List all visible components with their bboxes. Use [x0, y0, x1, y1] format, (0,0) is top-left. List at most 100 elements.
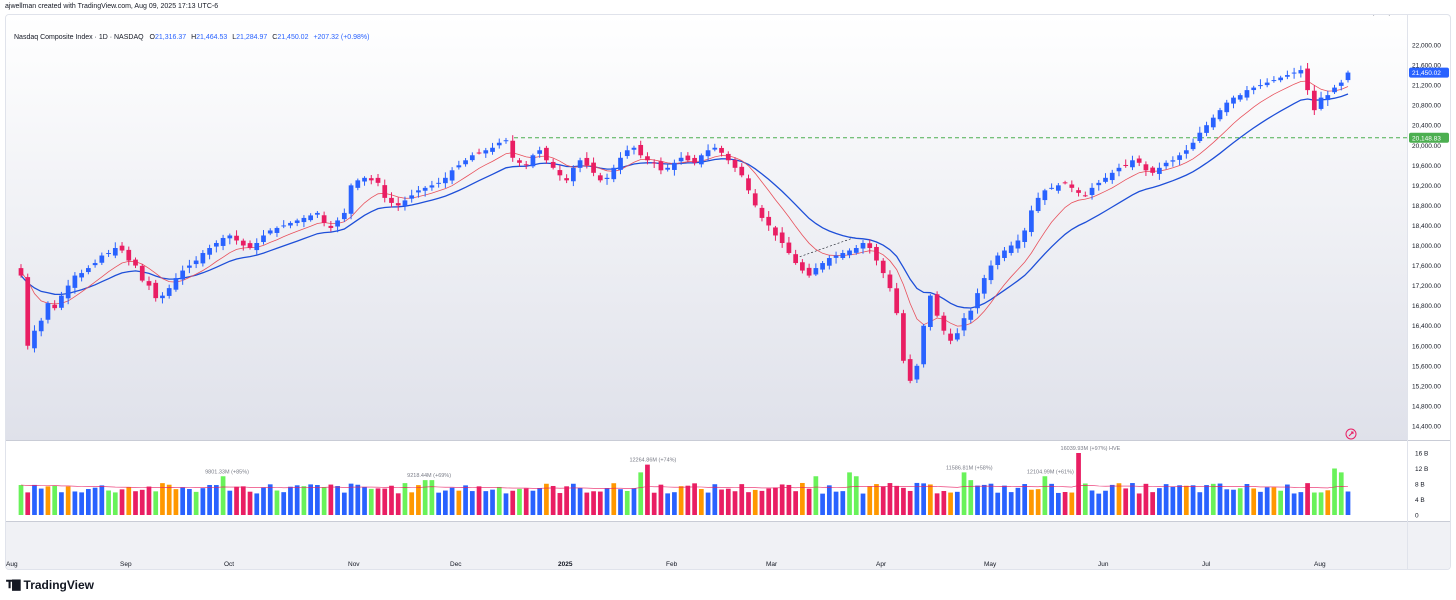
volume-bar: [1210, 483, 1216, 515]
candle-body: [38, 320, 44, 332]
volume-bar: [921, 483, 926, 515]
candle-body: [800, 262, 805, 271]
volume-bar: [651, 492, 657, 515]
candle-body: [752, 193, 758, 206]
candle-body: [341, 212, 347, 220]
volume-bar: [382, 488, 388, 515]
alert-icon[interactable]: [1345, 428, 1357, 440]
chart-frame[interactable]: 22,000.00 21,600.00 21,200.00 20,800.00 20,4…: [5, 14, 1451, 570]
candle-body: [496, 142, 502, 146]
level-price-text: 20,148.83: [1412, 135, 1441, 142]
volume-bar: [72, 491, 78, 515]
low-label: L: [232, 34, 237, 41]
candle-body: [79, 273, 84, 278]
candle-body: [321, 215, 327, 223]
candle-body: [207, 248, 212, 255]
volume-bar: [429, 480, 435, 515]
candle-body: [840, 253, 846, 258]
volume-bar: [106, 490, 111, 515]
volume-axis[interactable]: 16 B 12 B 8 B 4 B 0: [1415, 451, 1428, 520]
volume-bar: [961, 472, 967, 515]
candle-body: [948, 333, 953, 341]
volume-bar: [510, 490, 516, 515]
volume-bar: [436, 492, 441, 515]
candle-body: [72, 275, 78, 288]
candle-body: [570, 167, 576, 182]
candle-body: [456, 165, 462, 168]
candle-body: [187, 265, 192, 268]
volume-bar: [901, 487, 906, 515]
volume-bar: [1062, 492, 1068, 515]
change-value: +207.32 (+0.98%): [313, 34, 370, 41]
candle-body: [537, 150, 543, 154]
volume-bar: [941, 491, 947, 515]
volume-bar: [948, 492, 953, 515]
candle-body: [1082, 195, 1088, 197]
volume-bar: [375, 488, 381, 515]
price-tick-label: 18,800.00: [1412, 203, 1441, 210]
volume-bar: [739, 484, 745, 515]
time-tick-label: Sep: [120, 561, 132, 568]
volume-bar: [530, 490, 536, 515]
volume-bar: [227, 490, 233, 515]
candle-body: [995, 255, 1001, 266]
candle-body: [261, 235, 266, 243]
volume-bar: [254, 493, 260, 515]
candle-body: [1305, 68, 1310, 91]
price-chart[interactable]: 22,000.00 21,600.00 21,200.00 20,800.00 20,4…: [6, 15, 1451, 570]
candle-body: [826, 258, 832, 266]
volume-bar: [1082, 483, 1088, 515]
candle-body: [618, 157, 623, 170]
volume-bar: [544, 483, 549, 515]
volume-bar: [173, 489, 179, 515]
volume-bar: [1271, 487, 1277, 515]
candle-body: [517, 160, 522, 163]
candle-body: [436, 182, 441, 184]
volume-bar: [1345, 491, 1351, 515]
volume-bar: [517, 488, 522, 515]
candle-body: [119, 245, 125, 251]
volume-bar: [1042, 476, 1048, 515]
ema-slow-line: [20, 93, 1349, 309]
volume-bar: [1008, 492, 1014, 515]
volume-bar: [281, 492, 287, 515]
candle-body: [389, 197, 394, 203]
volume-bar: [1224, 489, 1230, 515]
candle-body: [503, 140, 509, 142]
candle-body: [813, 268, 819, 275]
candle-body: [59, 295, 64, 308]
support-level-line[interactable]: [514, 137, 1407, 259]
candle-body: [490, 147, 495, 152]
volume-bar: [335, 486, 340, 515]
volume-bar: [874, 484, 879, 515]
volume-bar: [847, 472, 852, 515]
price-axis[interactable]: 22,000.00 21,600.00 21,200.00 20,800.00 20,4…: [1412, 43, 1441, 431]
candle-body: [806, 267, 812, 276]
volume-annotation: 9218.44M (+69%): [407, 473, 451, 479]
candle-body: [126, 249, 132, 261]
volume-bar: [954, 491, 960, 515]
volume-bar: [1325, 490, 1331, 515]
volume-bar: [800, 482, 805, 515]
candle-body: [1136, 158, 1142, 163]
candle-body: [1103, 177, 1108, 182]
candle-body: [193, 260, 199, 265]
candle-body: [833, 255, 839, 258]
volume-bar: [503, 493, 509, 515]
candle-body: [1076, 190, 1081, 193]
candle-body: [368, 178, 374, 181]
time-axis[interactable]: Aug Sep Oct Nov Dec 2025 Feb Mar Apr May Jun Jul Aug: [6, 561, 1326, 568]
volume-bar: [1076, 453, 1081, 515]
candle-body: [591, 162, 596, 173]
volume-bar: [705, 492, 711, 515]
candle-body: [1049, 187, 1054, 189]
candle-body: [409, 195, 415, 199]
candle-body: [395, 203, 401, 206]
open-value: 21,316.37: [154, 34, 187, 41]
volume-bar: [826, 485, 832, 515]
volume-bar: [1318, 492, 1324, 515]
candle-body: [954, 333, 960, 340]
volume-bar: [840, 491, 846, 515]
candle-body: [52, 304, 58, 309]
volume-bar: [1089, 490, 1095, 515]
